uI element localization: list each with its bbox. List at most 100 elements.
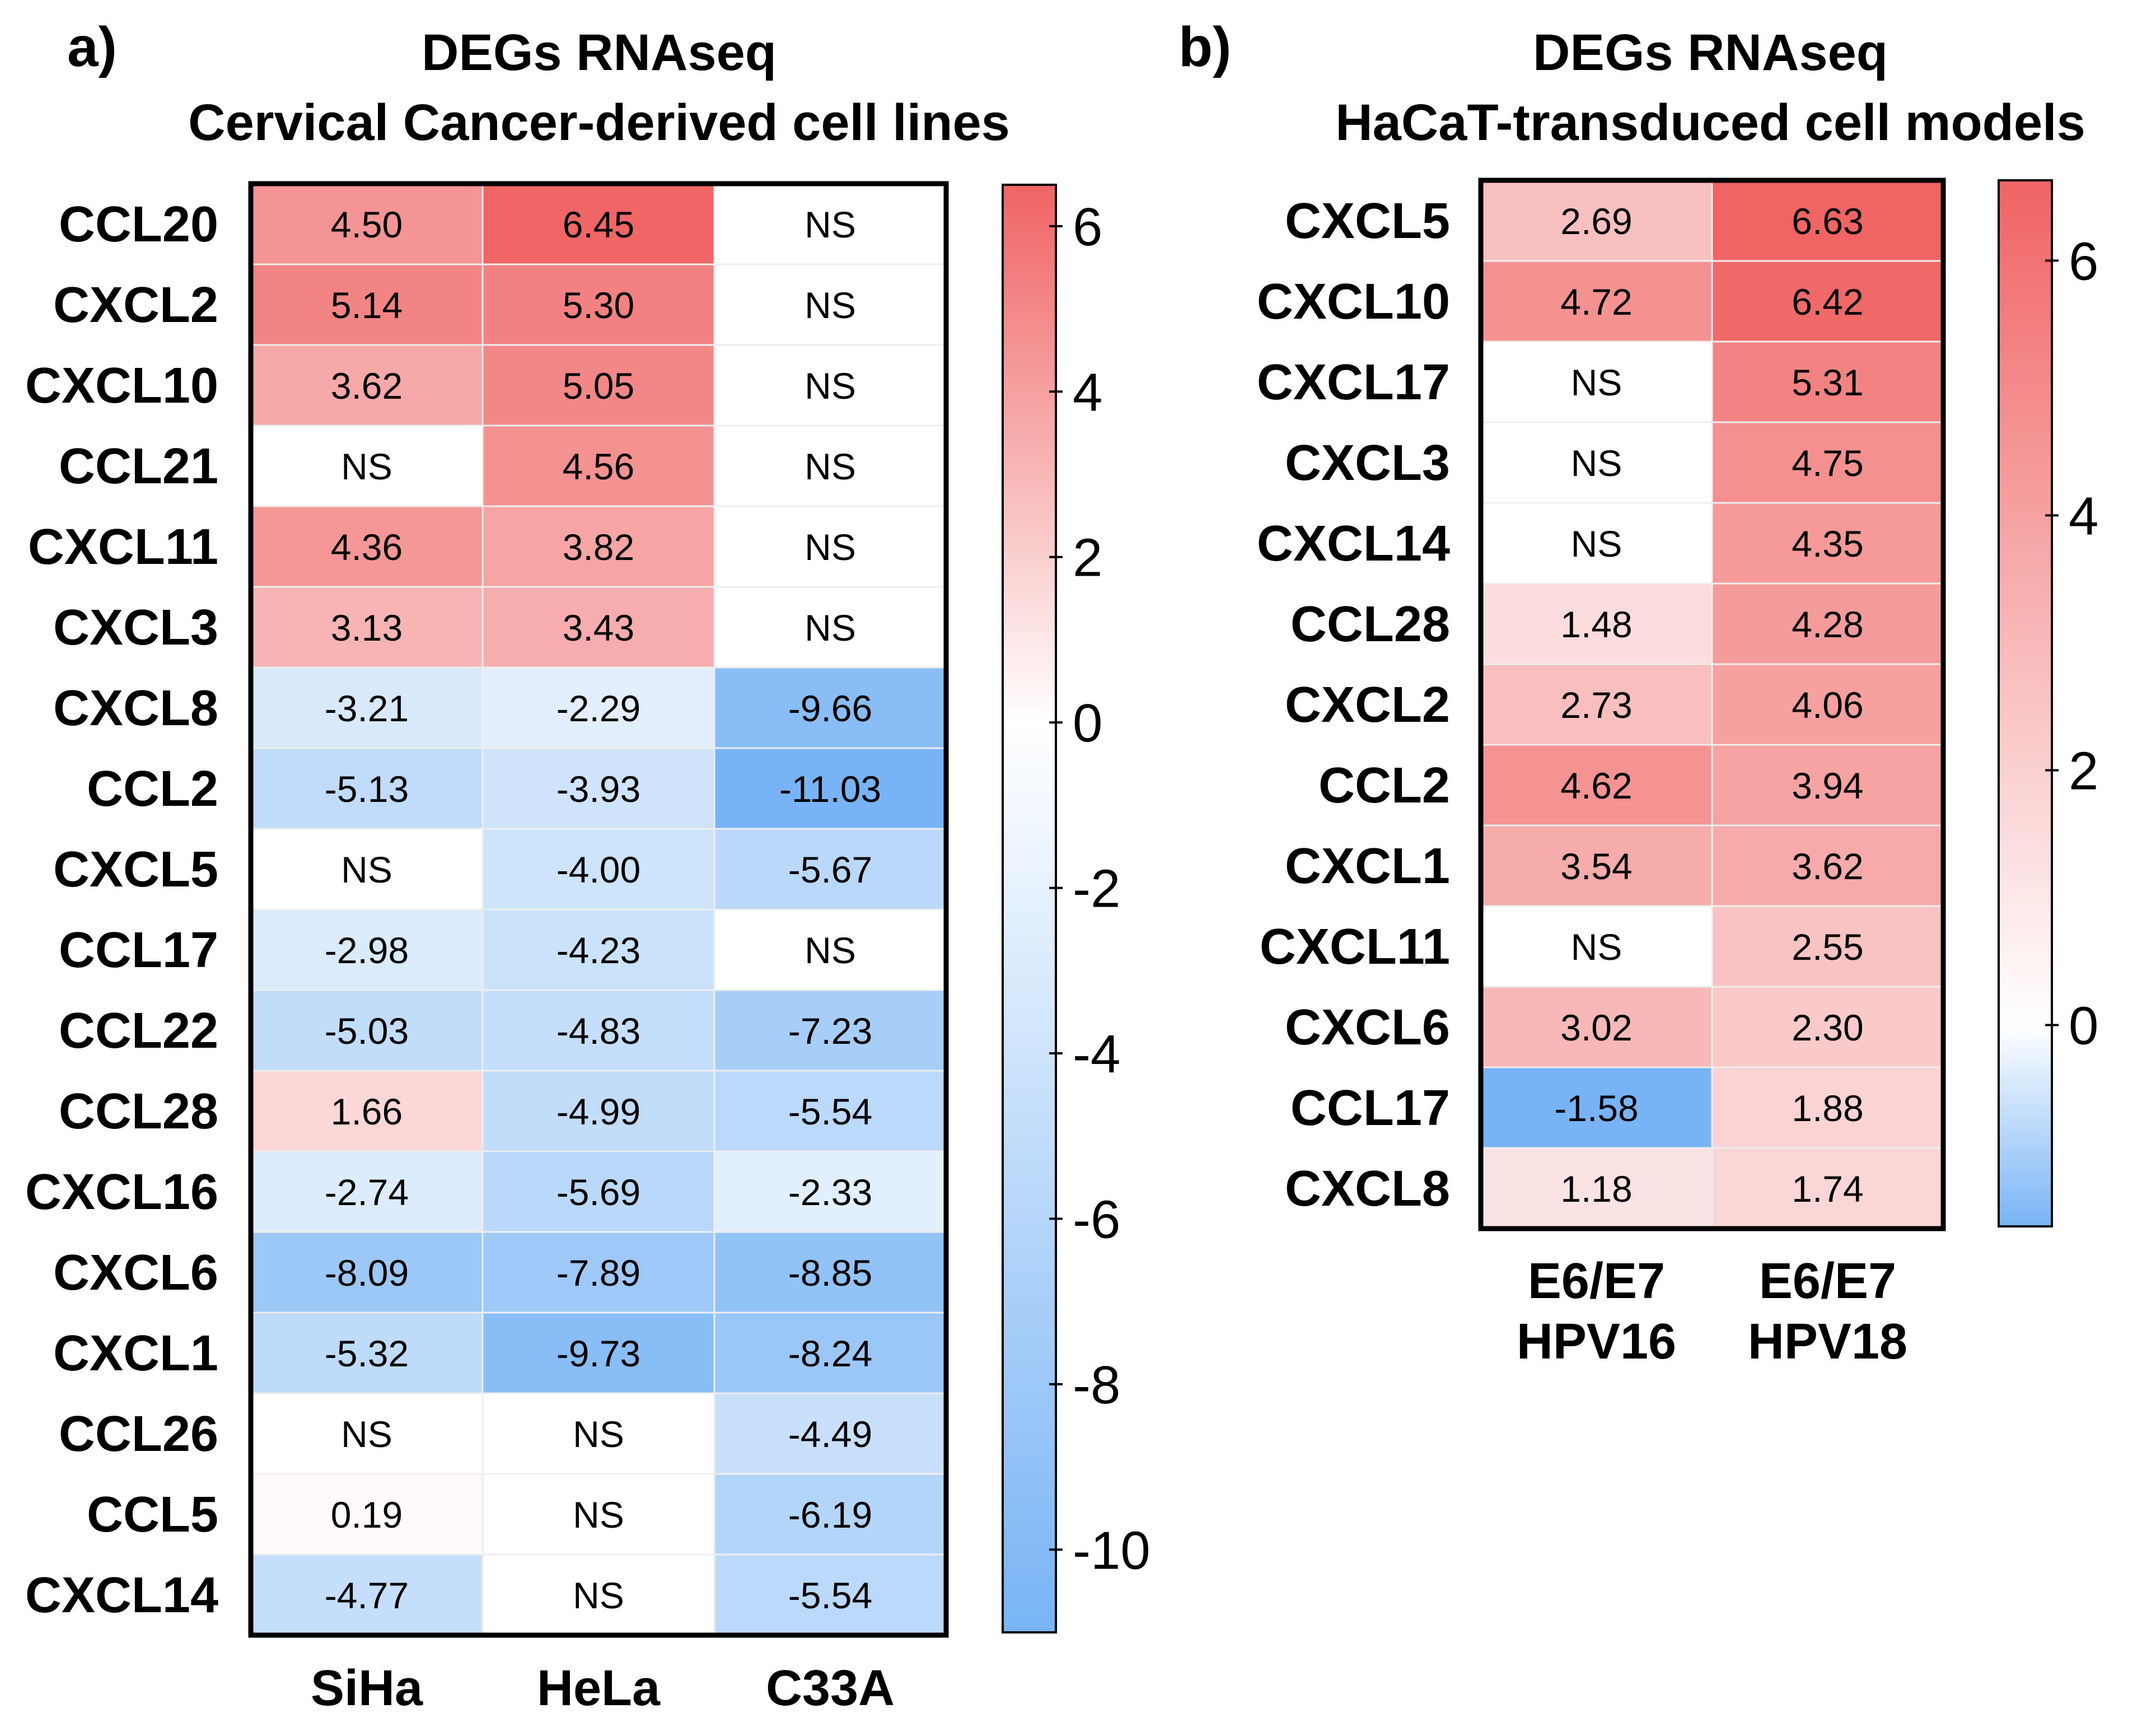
heatmap-cell — [1711, 582, 1944, 665]
row-label: CXCL2 — [53, 277, 218, 333]
cell-value-label: 1.48 — [1560, 604, 1632, 645]
cell-value-label: NS — [573, 1413, 624, 1455]
row-label: CXCL5 — [53, 842, 218, 898]
cell-value-label: -2.29 — [556, 688, 640, 729]
cell-value-label: NS — [805, 607, 856, 648]
cell-value-label: 3.02 — [1560, 1007, 1632, 1048]
panel-b-title-line1: DEGs RNAseq — [1533, 24, 1888, 81]
cell-value-label: NS — [805, 446, 856, 487]
row-label: CXCL14 — [25, 1567, 218, 1623]
cell-value-label: -2.98 — [325, 930, 409, 971]
column-label-line1: E6/E7 — [1759, 1253, 1896, 1309]
column-label-line2: HPV18 — [1748, 1314, 1907, 1370]
cell-value-label: -4.23 — [556, 930, 640, 971]
column-label-line2: HPV16 — [1517, 1314, 1676, 1370]
panel-b-letter: b) — [1178, 16, 1231, 78]
cell-value-label: 1.88 — [1792, 1087, 1863, 1129]
cell-value-label: 1.18 — [1560, 1168, 1632, 1210]
cell-value-label: 1.74 — [1792, 1168, 1863, 1210]
cell-value-label: NS — [1571, 362, 1622, 403]
cell-value-label: 4.56 — [563, 446, 634, 487]
cell-value-label: NS — [805, 526, 856, 568]
heatmap-cell — [1711, 502, 1944, 585]
heatmap-cell — [250, 666, 484, 749]
cell-value-label: -8.09 — [325, 1252, 409, 1294]
heatmap-cell — [250, 828, 484, 911]
cell-value-label: 3.43 — [563, 607, 634, 648]
heatmap-cell — [713, 1070, 947, 1152]
heatmap-cell — [250, 263, 484, 346]
panel-a-title-line1: DEGs RNAseq — [422, 24, 777, 81]
cell-value-label: NS — [341, 446, 392, 487]
heatmap-cell — [1711, 986, 1944, 1068]
row-label: CCL22 — [59, 1003, 218, 1059]
row-label: CCL2 — [1318, 758, 1450, 814]
cell-value-label: NS — [805, 204, 856, 245]
heatmap-cell — [1480, 905, 1713, 988]
heatmap-cell — [1480, 744, 1713, 827]
cell-value-label: -2.74 — [325, 1171, 409, 1213]
row-label: CXCL14 — [1257, 516, 1450, 572]
heatmap-cell — [1711, 663, 1944, 746]
heatmap-cell — [1711, 179, 1944, 262]
heatmap-cell — [250, 183, 484, 265]
cell-value-label: -5.32 — [325, 1333, 409, 1374]
cell-value-label: -9.73 — [556, 1333, 640, 1374]
row-label: CXCL1 — [1285, 838, 1450, 894]
panel-b-colorbar: 6 4 2 0 — [1998, 179, 2098, 1227]
panel-a-title-line2: Cervical Cancer-derived cell lines — [188, 94, 1010, 151]
colorbar-tick-label: 2 — [1073, 528, 1102, 588]
heatmap-cell — [481, 183, 715, 265]
heatmap-cell — [481, 1473, 715, 1556]
heatmap-cell — [481, 747, 715, 830]
row-label: CXCL17 — [1257, 354, 1450, 410]
row-label: CXCL11 — [1260, 919, 1450, 975]
cell-value-label: -6.19 — [788, 1494, 872, 1535]
row-label: CXCL3 — [1285, 435, 1450, 491]
row-label: CCL28 — [1290, 596, 1450, 652]
cell-value-label: NS — [1571, 523, 1622, 564]
cell-value-label: 5.14 — [331, 284, 403, 326]
colorbar-tick-label: 4 — [1073, 362, 1102, 422]
cell-value-label: NS — [573, 1575, 624, 1616]
cell-value-label: 3.94 — [1792, 765, 1863, 806]
heatmap-cell — [713, 1553, 947, 1636]
cell-value-label: NS — [341, 849, 392, 890]
cell-value-label: 4.50 — [331, 204, 403, 245]
colorbar-tick-label: 2 — [2069, 741, 2098, 801]
column-label: SiHa — [311, 1660, 423, 1716]
column-label: C33A — [766, 1660, 895, 1716]
panel-a-colorbar: 6 4 2 0 -2 -4 -6 -8 -10 — [1002, 184, 1151, 1633]
heatmap-cell — [713, 424, 947, 507]
cell-value-label: 2.73 — [1560, 684, 1632, 726]
panel-b: b) DEGs RNAseq HaCaT-transduced cell mod… — [1178, 16, 2098, 1370]
colorbar-tick-label: 0 — [1073, 693, 1102, 753]
row-label: CCL28 — [59, 1084, 218, 1140]
cell-value-label: NS — [805, 930, 856, 971]
heatmap-cell — [250, 908, 484, 991]
panel-b-heatmap-values: 2.69 6.63 4.72 6.42 NS 5.31 NS 4.75 NS 4.35 1.48 4.… — [1554, 200, 1863, 1210]
row-label: CXCL10 — [25, 358, 218, 414]
heatmap-cell — [1711, 340, 1944, 423]
cell-value-label: -4.77 — [325, 1575, 409, 1616]
panel-b-heatmap-cells — [1480, 179, 1944, 1230]
heatmap-cell — [1480, 260, 1713, 343]
heatmap-cell — [713, 1473, 947, 1556]
cell-value-label: NS — [1571, 442, 1622, 484]
heatmap-cell — [250, 1231, 484, 1314]
colorbar-tick-label: 4 — [2069, 486, 2098, 546]
row-label: CXCL11 — [28, 519, 218, 575]
column-label-line1: E6/E7 — [1528, 1253, 1665, 1309]
cell-value-label: 5.31 — [1792, 362, 1863, 403]
heatmap-cell — [481, 586, 715, 669]
heatmap-cell — [713, 1231, 947, 1314]
cell-value-label: -3.93 — [556, 768, 640, 810]
row-label: CXCL8 — [1285, 1161, 1450, 1217]
panel-a-heatmap-cells — [250, 183, 947, 1636]
cell-value-label: -5.69 — [556, 1171, 640, 1213]
row-label: CCL17 — [59, 922, 218, 978]
cell-value-label: -5.54 — [788, 1575, 872, 1616]
heatmap-cell — [481, 666, 715, 749]
cell-value-label: -4.99 — [556, 1091, 640, 1132]
cell-value-label: -7.23 — [788, 1010, 872, 1052]
